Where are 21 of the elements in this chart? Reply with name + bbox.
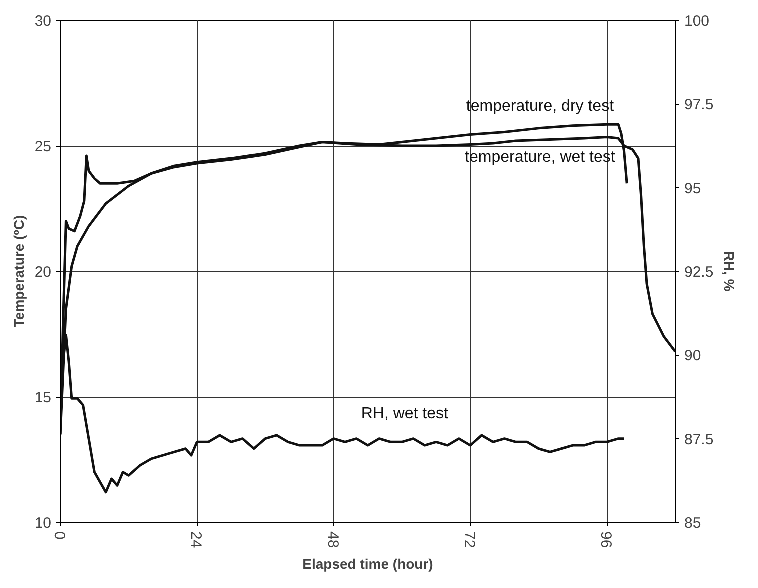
y-tick-label: 20 bbox=[34, 264, 52, 281]
y-tick-label: 25 bbox=[34, 138, 52, 156]
x-tick-label: 48 bbox=[324, 532, 342, 548]
y-tick-label: 15 bbox=[34, 390, 52, 406]
x-tick-label: 96 bbox=[598, 532, 615, 548]
y-axis-title: Temperature (ºC) bbox=[10, 215, 27, 328]
y2-axis-title: RH, % bbox=[722, 251, 738, 292]
y2-tick-label: 97.5 bbox=[684, 96, 714, 114]
series-label: RH, wet test bbox=[361, 406, 450, 423]
y2-tick-label: 90 bbox=[684, 348, 702, 365]
y-tick-label: 30 bbox=[34, 13, 52, 30]
y2-tick-label: 100 bbox=[684, 13, 710, 30]
x-tick-label: 24 bbox=[188, 532, 205, 548]
y-tick-label: 10 bbox=[34, 515, 52, 532]
y2-tick-label: 85 bbox=[684, 515, 702, 532]
x-axis-title: Elapsed time (hour) bbox=[302, 556, 434, 572]
x-tick-label: 72 bbox=[461, 532, 478, 548]
x-tick-label: 0 bbox=[51, 532, 68, 540]
y2-tick-label: 92.5 bbox=[684, 264, 714, 281]
y2-tick-label: 87.5 bbox=[684, 431, 714, 448]
y2-tick-label: 95 bbox=[684, 180, 702, 198]
